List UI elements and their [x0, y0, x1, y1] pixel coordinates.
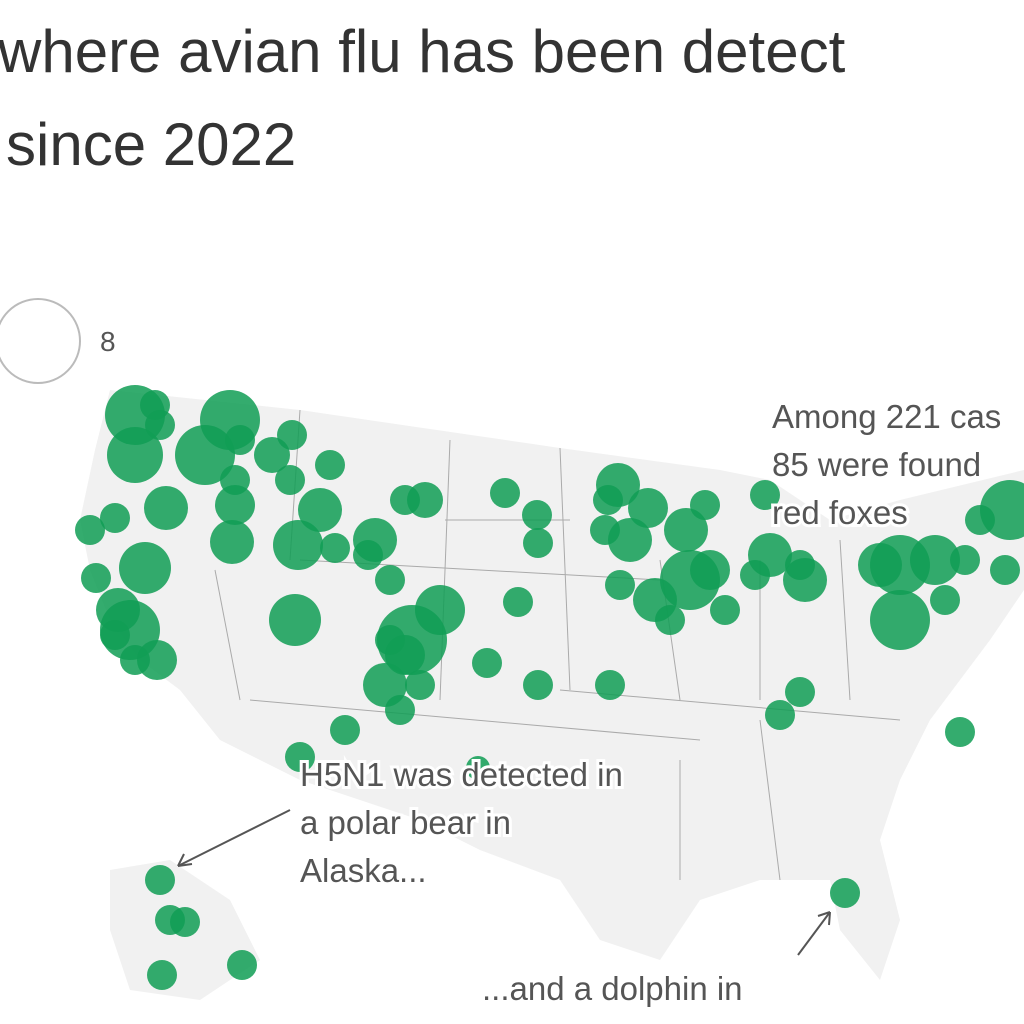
bubble — [298, 488, 342, 532]
bubble — [503, 587, 533, 617]
annotation: a polar bear in — [300, 804, 511, 841]
bubble — [980, 480, 1024, 540]
annotation: Among 221 cas — [772, 398, 1001, 435]
bubble — [119, 542, 171, 594]
bubble — [945, 717, 975, 747]
arrow-head — [177, 853, 193, 867]
legend-label: 8 — [100, 326, 116, 357]
bubble — [225, 425, 255, 455]
bubble — [930, 585, 960, 615]
bubble — [277, 420, 307, 450]
title: since 2022 — [6, 111, 296, 178]
bubble — [990, 555, 1020, 585]
bubble — [254, 437, 290, 473]
bubble — [472, 648, 502, 678]
bubble — [144, 486, 188, 530]
bubbles — [75, 385, 1024, 990]
bubble — [81, 563, 111, 593]
bubble — [522, 500, 552, 530]
bubble — [523, 528, 553, 558]
arrow — [177, 809, 291, 867]
bubble — [608, 518, 652, 562]
bubble — [385, 635, 425, 675]
bubble — [858, 543, 902, 587]
bubble — [215, 485, 255, 525]
bubble — [628, 488, 668, 528]
bubble — [285, 742, 315, 772]
bubble — [320, 533, 350, 563]
bubble — [655, 605, 685, 635]
bubble — [407, 482, 443, 518]
bubble — [100, 620, 130, 650]
bubble — [415, 585, 465, 635]
bubble — [315, 450, 345, 480]
bubble — [490, 478, 520, 508]
bubble — [910, 535, 960, 585]
arrow — [797, 911, 831, 956]
bubble — [785, 550, 815, 580]
bubble — [385, 695, 415, 725]
bubble — [785, 677, 815, 707]
legend-circle — [0, 298, 81, 384]
bubble — [145, 865, 175, 895]
bubble — [210, 520, 254, 564]
bubble — [690, 550, 730, 590]
bubble — [595, 670, 625, 700]
bubble — [330, 715, 360, 745]
bubble — [353, 540, 383, 570]
bubble — [830, 878, 860, 908]
bubble — [593, 485, 623, 515]
bubble — [466, 756, 490, 780]
bubble — [170, 907, 200, 937]
bubble — [405, 670, 435, 700]
bubble — [664, 508, 708, 552]
bubble — [750, 480, 780, 510]
bubble — [273, 520, 323, 570]
arrow-head — [817, 911, 831, 926]
title: where avian flu has been detect — [0, 18, 846, 85]
bubble — [605, 570, 635, 600]
annotation: 85 were found — [772, 446, 981, 483]
bubble — [137, 640, 177, 680]
bubble — [950, 545, 980, 575]
bubble — [145, 410, 175, 440]
bubble — [740, 560, 770, 590]
bubble — [107, 427, 163, 483]
annotation: Alaska... — [300, 852, 427, 889]
annotation: ...and a dolphin in — [482, 970, 743, 1007]
bubble — [175, 425, 235, 485]
bubble — [269, 594, 321, 646]
annotation: red foxes — [772, 494, 908, 531]
bubble — [765, 700, 795, 730]
bubble — [375, 565, 405, 595]
bubble — [227, 950, 257, 980]
bubble — [100, 503, 130, 533]
bubble — [870, 590, 930, 650]
bubble — [147, 960, 177, 990]
bubble — [690, 490, 720, 520]
bubble — [710, 595, 740, 625]
bubble — [275, 465, 305, 495]
annotation: H5N1 was detected in — [300, 756, 623, 793]
bubble — [523, 670, 553, 700]
bubble — [75, 515, 105, 545]
